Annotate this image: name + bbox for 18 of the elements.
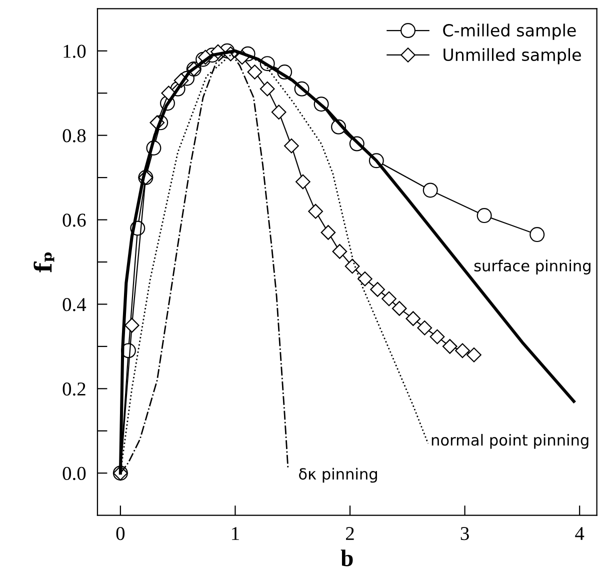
y-tick-label: 0.0 (62, 466, 86, 480)
y-axis-title: fₚ (34, 252, 54, 272)
y-tick-label: 0.2 (62, 382, 86, 396)
x-tick-label: 3 (460, 527, 469, 540)
annotation: normal point pinning (432, 434, 588, 449)
legend-label: Unmilled sample (444, 48, 581, 64)
x-axis-title: b (340, 550, 353, 566)
annotation: δκ pinning (299, 468, 377, 483)
y-tick-label: 0.4 (62, 298, 86, 312)
x-tick-label: 4 (575, 527, 584, 540)
x-tick-label: 2 (346, 527, 354, 540)
y-tick-label: 1.0 (64, 44, 86, 58)
x-tick-label: 1 (232, 527, 239, 540)
x-tick-label: 0 (116, 526, 125, 540)
y-tick-label: 0.6 (62, 214, 86, 227)
y-tick-label: 0.8 (62, 129, 86, 142)
annotation: surface pinning (474, 260, 590, 274)
legend-label: C-milled sample (443, 24, 576, 40)
